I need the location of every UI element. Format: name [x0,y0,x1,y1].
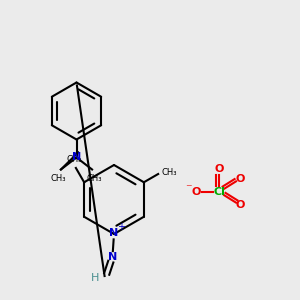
Text: O: O [192,187,201,197]
Text: N: N [108,251,117,262]
Text: O: O [236,200,245,211]
Text: CH₃: CH₃ [87,174,102,183]
Text: H: H [91,273,100,283]
Text: +: + [117,222,124,233]
Text: CH₃: CH₃ [51,174,66,183]
Text: Cl: Cl [213,187,225,197]
Text: O: O [236,173,245,184]
Text: ⁻: ⁻ [185,182,191,195]
Text: O: O [214,164,224,175]
Text: N: N [110,227,118,238]
Text: N: N [72,152,81,163]
Text: CH₃: CH₃ [67,155,82,164]
Text: CH₃: CH₃ [161,168,177,177]
